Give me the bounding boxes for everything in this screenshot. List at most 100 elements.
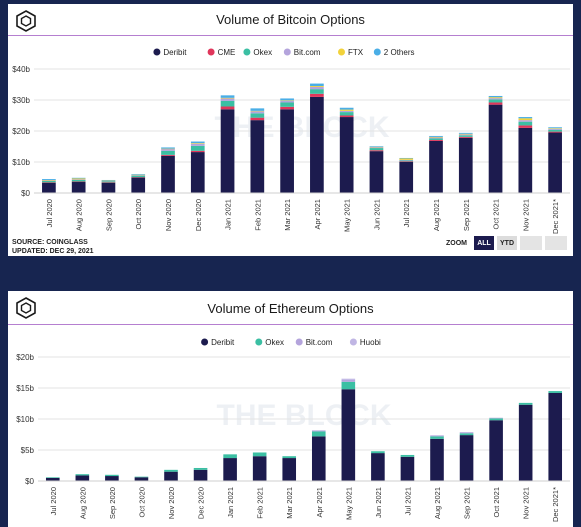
bar-segment[interactable] <box>339 110 354 113</box>
bar-segment[interactable] <box>429 139 443 141</box>
bar-segment[interactable] <box>548 132 562 193</box>
bar-segment[interactable] <box>220 109 235 193</box>
bar-segment[interactable] <box>371 451 385 454</box>
bar-segment[interactable] <box>280 100 294 101</box>
bar-segment[interactable] <box>489 417 503 419</box>
bar-segment[interactable] <box>518 125 533 128</box>
bar-segment[interactable] <box>105 474 119 477</box>
bar-segment[interactable] <box>42 180 56 183</box>
bar-segment[interactable] <box>42 179 56 181</box>
bar-segment[interactable] <box>518 127 533 193</box>
bar-segment[interactable] <box>280 109 294 193</box>
bar-segment[interactable] <box>220 97 235 99</box>
bar-segment[interactable] <box>75 474 90 476</box>
bar-segment[interactable] <box>488 98 503 100</box>
bar-segment[interactable] <box>220 95 235 98</box>
bar-segment[interactable] <box>101 182 116 183</box>
bar-segment[interactable] <box>71 181 86 193</box>
bar-segment[interactable] <box>71 179 86 182</box>
bar-segment[interactable] <box>430 435 444 436</box>
bar-segment[interactable] <box>488 97 503 99</box>
bar-segment[interactable] <box>339 117 354 193</box>
bar-segment[interactable] <box>42 179 56 180</box>
legend-item[interactable]: Huobi <box>349 338 381 347</box>
bar-segment[interactable] <box>548 128 562 130</box>
bar-segment[interactable] <box>548 128 562 129</box>
bar-segment[interactable] <box>369 151 384 193</box>
bar-segment[interactable] <box>131 177 146 178</box>
bar-segment[interactable] <box>223 454 237 459</box>
bar-segment[interactable] <box>190 145 205 151</box>
bar-segment[interactable] <box>250 108 265 111</box>
bar-segment[interactable] <box>164 469 178 472</box>
bar-segment[interactable] <box>458 136 473 138</box>
bar-segment[interactable] <box>548 127 562 129</box>
bar-segment[interactable] <box>369 146 384 148</box>
bar-segment[interactable] <box>369 148 384 151</box>
bar-segment[interactable] <box>131 175 146 178</box>
bar-segment[interactable] <box>71 177 86 179</box>
bar-segment[interactable] <box>488 99 503 103</box>
bar-segment[interactable] <box>161 147 175 149</box>
bar-segment[interactable] <box>399 157 414 159</box>
bar-segment[interactable] <box>45 477 60 481</box>
legend-item[interactable]: Okex <box>243 48 272 57</box>
legend-item[interactable]: CME <box>207 48 236 57</box>
bar-segment[interactable] <box>220 100 235 107</box>
bar-segment[interactable] <box>220 98 235 101</box>
bar-segment[interactable] <box>488 102 503 105</box>
bar-segment[interactable] <box>518 120 533 122</box>
bar-segment[interactable] <box>311 436 326 481</box>
bar-segment[interactable] <box>161 148 175 151</box>
zoom-button-blank-1[interactable] <box>520 236 542 250</box>
bar-segment[interactable] <box>429 135 443 137</box>
bar-segment[interactable] <box>339 115 354 118</box>
bar-segment[interactable] <box>341 381 356 390</box>
bar-segment[interactable] <box>341 379 356 382</box>
bar-segment[interactable] <box>488 95 503 98</box>
bar-segment[interactable] <box>282 456 297 459</box>
bar-segment[interactable] <box>134 476 149 478</box>
bar-segment[interactable] <box>101 180 116 182</box>
bar-segment[interactable] <box>399 158 414 160</box>
bar-segment[interactable] <box>369 147 384 149</box>
bar-segment[interactable] <box>399 160 414 162</box>
bar-segment[interactable] <box>71 181 86 183</box>
bar-segment[interactable] <box>280 98 294 101</box>
bar-segment[interactable] <box>252 452 267 457</box>
bar-segment[interactable] <box>341 389 356 481</box>
bar-segment[interactable] <box>430 435 444 437</box>
bar-segment[interactable] <box>548 392 563 481</box>
bar-segment[interactable] <box>429 138 443 140</box>
bar-segment[interactable] <box>71 179 86 180</box>
legend-item[interactable]: 2 Others <box>373 48 415 57</box>
bar-segment[interactable] <box>339 112 354 116</box>
bar-segment[interactable] <box>131 177 146 194</box>
bar-segment[interactable] <box>250 113 265 118</box>
bar-segment[interactable] <box>131 174 146 175</box>
bar-segment[interactable] <box>282 458 297 481</box>
bar-segment[interactable] <box>250 111 265 114</box>
zoom-ytd-button[interactable]: YTD <box>497 236 517 250</box>
bar-segment[interactable] <box>489 420 503 481</box>
bar-segment[interactable] <box>339 109 354 111</box>
bar-segment[interactable] <box>400 456 415 481</box>
bar-segment[interactable] <box>105 476 119 481</box>
bar-segment[interactable] <box>193 469 208 481</box>
bar-segment[interactable] <box>458 134 473 136</box>
bar-segment[interactable] <box>548 129 562 132</box>
bar-segment[interactable] <box>458 132 473 134</box>
bar-segment[interactable] <box>45 477 60 478</box>
bar-segment[interactable] <box>459 433 474 436</box>
bar-segment[interactable] <box>548 131 562 133</box>
bar-segment[interactable] <box>75 475 90 481</box>
bar-segment[interactable] <box>429 136 443 138</box>
bar-segment[interactable] <box>400 454 415 457</box>
bar-segment[interactable] <box>164 471 178 481</box>
bar-segment[interactable] <box>458 137 473 193</box>
bar-segment[interactable] <box>250 117 265 121</box>
legend-item[interactable]: Bit.com <box>295 338 333 347</box>
bar-segment[interactable] <box>429 137 443 139</box>
legend-item[interactable]: Deribit <box>201 338 235 347</box>
bar-segment[interactable] <box>190 152 205 193</box>
